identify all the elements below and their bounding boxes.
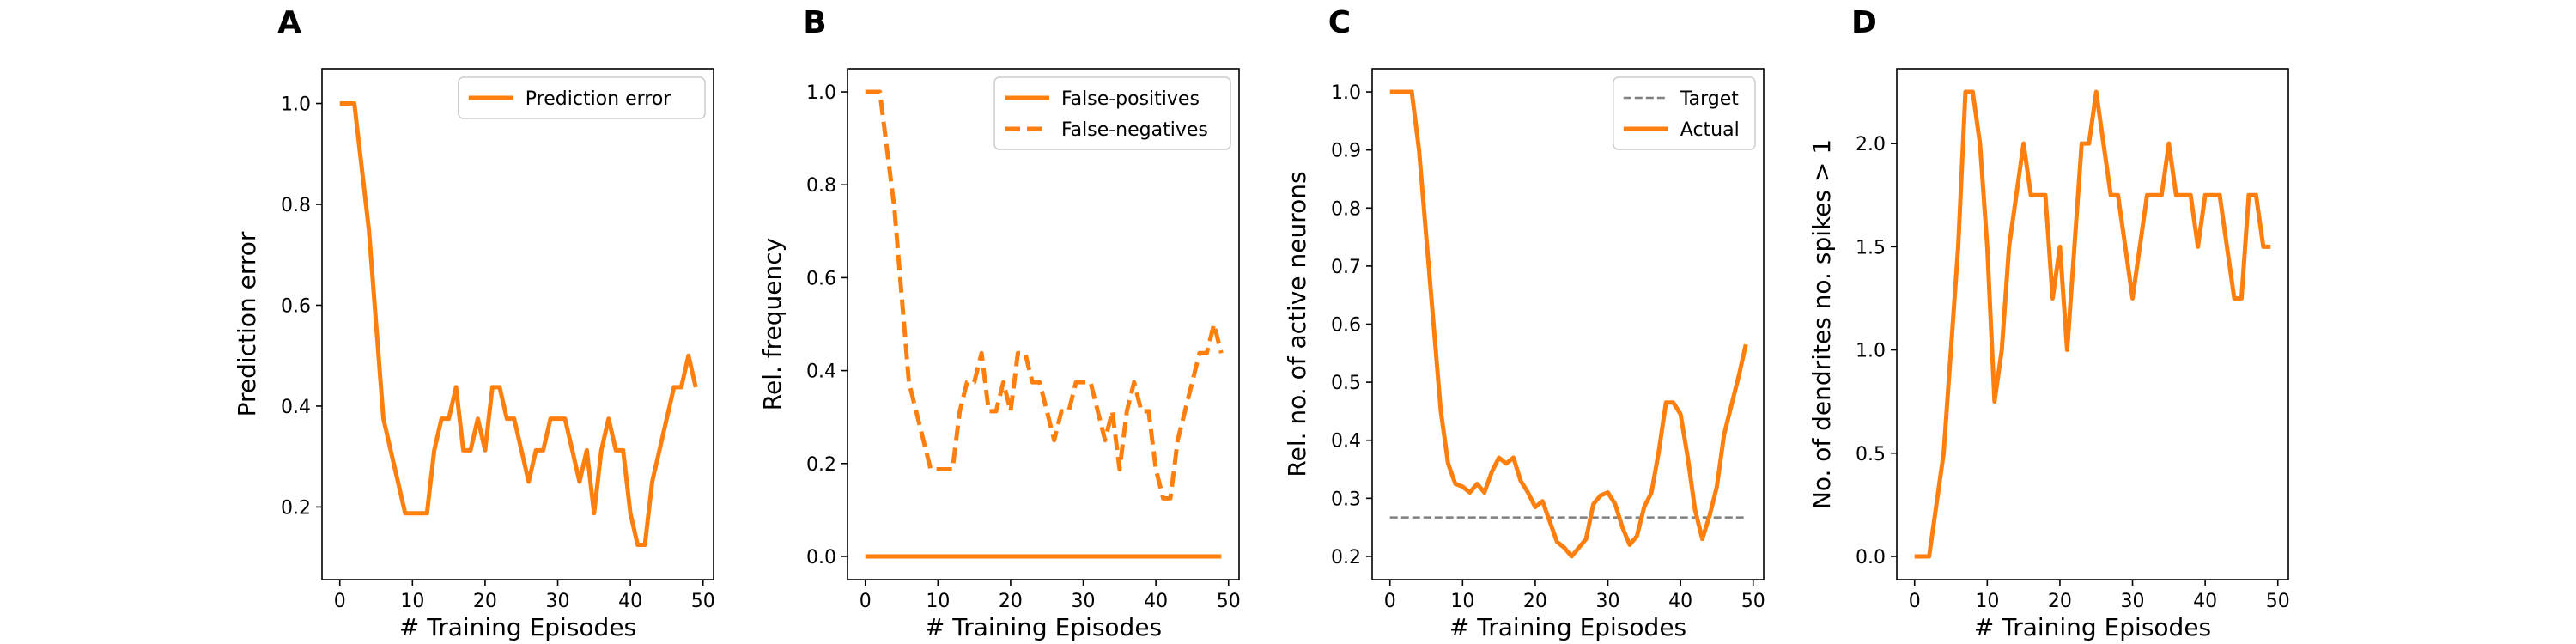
y-tick-label: 0.7 (1331, 257, 1361, 278)
x-tick-label: 30 (1596, 591, 1620, 612)
y-tick-label: 0.4 (806, 361, 836, 383)
y-axis-label: Rel. no. of active neurons (1283, 171, 1311, 477)
y-tick-label: 0.3 (1331, 489, 1361, 510)
y-tick-label: 0.8 (1331, 198, 1361, 220)
legend: False-positives False-negatives (993, 76, 1231, 150)
y-tick-label: 0.4 (1331, 431, 1361, 453)
series-line-main (1914, 89, 2271, 559)
x-axis-label: # Training Episodes (1974, 613, 2211, 641)
y-tick-label: 1.0 (806, 82, 836, 104)
y-tick-label: 0.9 (1331, 141, 1361, 162)
y-tick-label: 2.0 (1856, 134, 1886, 155)
panel-d: D 0 10 20 30 40 50 0.0 0.5 1.0 1.5 2.0 # Training Ep… (1807, 5, 2290, 641)
y-axis-label: Rel. frequency (758, 238, 787, 410)
y-tick-label: 0.6 (806, 268, 836, 289)
panel-label: D (1851, 5, 1877, 40)
x-tick-label: 30 (546, 591, 570, 612)
y-tick-label: 1.0 (1856, 341, 1886, 362)
x-tick-label: 50 (1217, 591, 1241, 612)
y-tick-label: 1.0 (1331, 82, 1361, 104)
x-tick-label: 0 (1384, 591, 1396, 612)
legend-box (993, 76, 1231, 150)
legend-label: Actual (1680, 119, 1740, 141)
x-tick-label: 0 (1909, 591, 1921, 612)
y-tick-label: 0.0 (806, 547, 836, 568)
y-tick-label: 0.2 (1331, 547, 1361, 568)
x-tick-label: 20 (2048, 591, 2072, 612)
panel-label: A (277, 5, 301, 40)
series-line-prediction-error (339, 101, 698, 547)
y-tick-label: 0.6 (281, 295, 311, 317)
y-axis-label: No. of dendrites no. spikes > 1 (1807, 139, 1836, 509)
legend-box (458, 76, 706, 119)
x-tick-label: 40 (618, 591, 642, 612)
legend: Target Actual (1613, 76, 1756, 150)
y-tick-label: 1.0 (281, 94, 311, 116)
panel-label: B (803, 5, 826, 40)
x-axis-label: # Training Episodes (925, 613, 1162, 641)
x-tick-label: 50 (691, 591, 715, 612)
x-tick-label: 40 (1144, 591, 1168, 612)
series-line-false-negatives (865, 89, 1224, 501)
panel-label: C (1328, 5, 1351, 40)
x-axis-label: # Training Episodes (399, 613, 636, 641)
panel-c: C 0 10 20 30 40 50 0.2 0.3 0.4 0.5 0.6 0.7 0.8 0.9 1.0 #… (1283, 5, 1765, 641)
y-axis-label: Prediction error (233, 231, 261, 416)
y-tick-label: 0.5 (1331, 373, 1361, 394)
x-tick-label: 40 (1668, 591, 1692, 612)
x-tick-label: 20 (473, 591, 497, 612)
legend-label: False-positives (1061, 88, 1200, 110)
y-tick-label: 0.2 (806, 454, 836, 476)
x-tick-label: 40 (2193, 591, 2217, 612)
y-tick-label: 0.2 (281, 497, 311, 519)
axes-frame (321, 68, 714, 580)
series-line-actual (1389, 89, 1748, 559)
axes-frame (1896, 68, 2289, 580)
panel-a: A 0 10 20 30 40 50 0.2 0.4 0.6 0.8 1.0 # Training Ep… (233, 5, 715, 641)
x-tick-label: 50 (2266, 591, 2290, 612)
x-axis-label: # Training Episodes (1449, 613, 1686, 641)
x-tick-label: 10 (400, 591, 424, 612)
x-tick-label: 30 (2121, 591, 2145, 612)
y-tick-label: 0.8 (806, 175, 836, 197)
x-tick-label: 0 (860, 591, 872, 612)
x-tick-label: 0 (334, 591, 346, 612)
y-tick-label: 0.6 (1331, 315, 1361, 337)
x-tick-label: 20 (1523, 591, 1547, 612)
legend-label: False-negatives (1061, 119, 1208, 141)
y-tick-label: 0.0 (1856, 547, 1886, 568)
y-tick-label: 0.8 (281, 195, 311, 216)
x-tick-label: 20 (999, 591, 1023, 612)
x-tick-label: 10 (926, 591, 950, 612)
legend-box (1613, 76, 1756, 150)
x-tick-label: 30 (1072, 591, 1096, 612)
panel-b: B 0 10 20 30 40 50 0.0 0.2 0.4 0.6 0.8 1.0 # Training… (758, 5, 1241, 641)
axes-frame (847, 68, 1240, 580)
legend-label: Prediction error (526, 88, 671, 110)
x-tick-label: 10 (1450, 591, 1474, 612)
x-tick-label: 50 (1741, 591, 1765, 612)
y-tick-label: 0.5 (1856, 444, 1886, 465)
x-tick-label: 10 (1975, 591, 1999, 612)
y-tick-label: 1.5 (1856, 237, 1886, 258)
y-tick-label: 0.4 (281, 397, 311, 418)
legend: Prediction error (458, 76, 706, 119)
legend-label: Target (1680, 88, 1739, 110)
